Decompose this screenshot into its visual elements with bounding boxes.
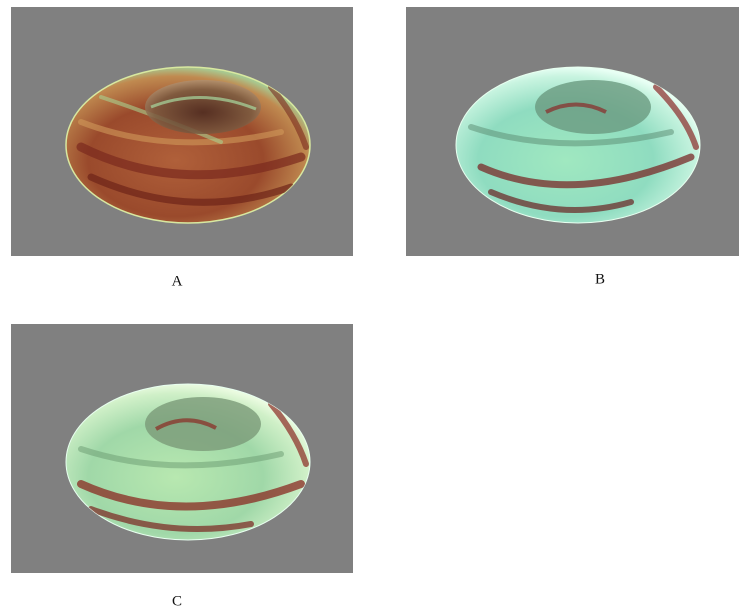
figure: A B C (0, 0, 739, 610)
panel-label: A (172, 273, 183, 289)
torus-hole (145, 80, 261, 134)
panel-label: C (172, 593, 182, 609)
panel-a (11, 7, 353, 256)
panel-b (406, 7, 739, 256)
panel-label: B (595, 271, 605, 287)
panel-c (11, 324, 353, 573)
